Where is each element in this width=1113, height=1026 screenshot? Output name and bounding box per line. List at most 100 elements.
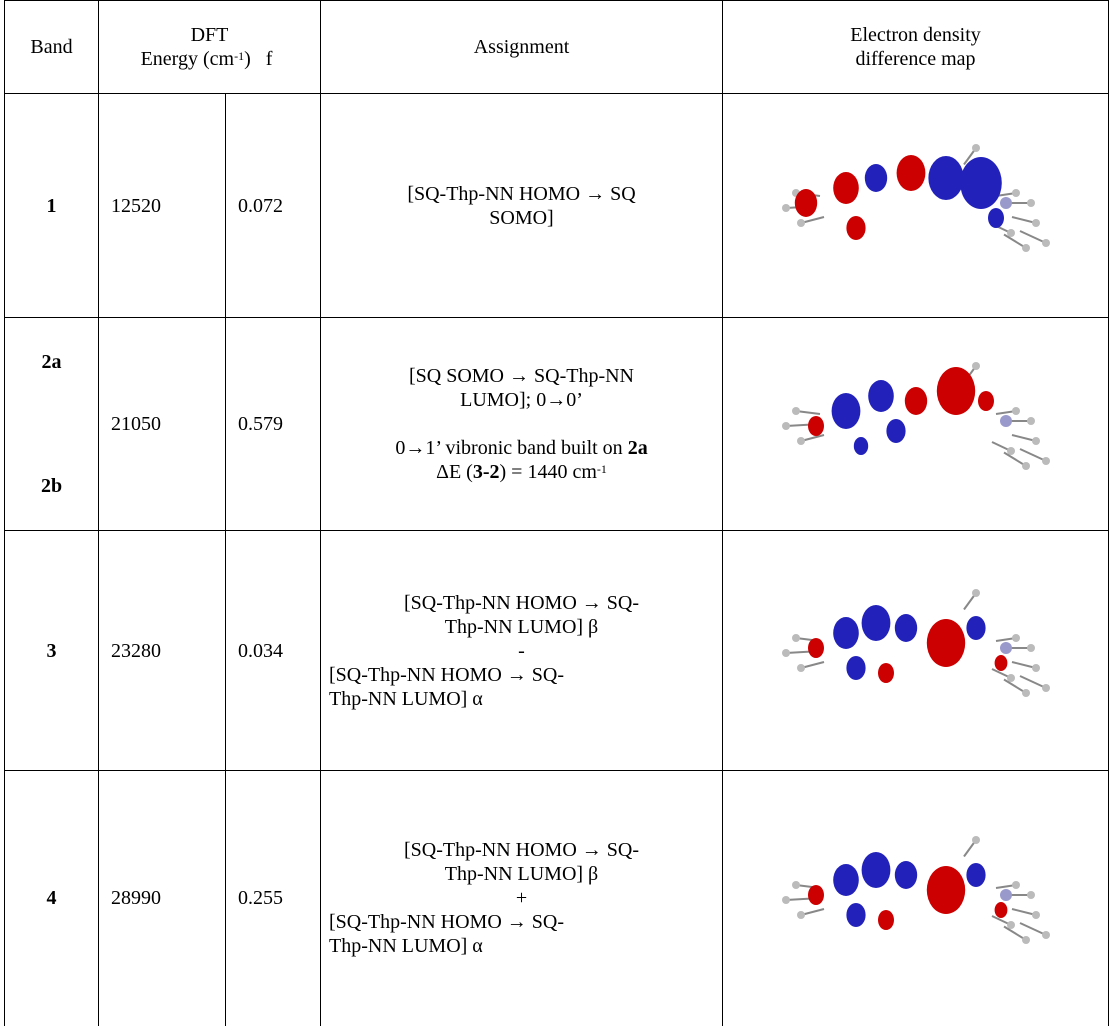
row: 3 23280 0.034 [SQ-Thp-NN HOMO → SQ- Thp-… [5, 531, 1109, 771]
band-num: 2a [5, 350, 98, 374]
line: - [321, 639, 722, 663]
line: [SQ-Thp-NN HOMO → SQ [321, 182, 722, 206]
molecule-part [886, 419, 905, 443]
molecule-image [766, 133, 1066, 273]
molecule-part [846, 216, 865, 240]
line: [SQ-Thp-NN HOMO → SQ- [321, 591, 722, 615]
header-band: Band [5, 1, 99, 94]
molecule-part [864, 164, 886, 192]
molecule-part [1022, 689, 1030, 697]
energy: 23280 [99, 531, 226, 771]
molecule-part [1032, 437, 1040, 445]
molecule-part [1042, 239, 1050, 247]
dft: DFT [99, 23, 320, 47]
molecule-part [1027, 417, 1035, 425]
line: ΔE (3-2) = 1440 cm-1 [321, 460, 722, 484]
molecule-part [797, 219, 805, 227]
molecule-part [1000, 889, 1012, 901]
molecule-part [1042, 457, 1050, 465]
molecule-part [972, 589, 980, 597]
molecule-part [1027, 199, 1035, 207]
molecule-part [928, 156, 963, 200]
molecule-part [861, 605, 890, 641]
header-row: Band DFT Energy (cm-1) f Assignment Elec… [5, 1, 1109, 94]
molecule-part [782, 896, 790, 904]
molecule-part [782, 204, 790, 212]
band: 3 [5, 531, 99, 771]
molecule-part [1020, 449, 1046, 461]
molecule-part [878, 663, 894, 683]
molecule-part [1032, 911, 1040, 919]
line: + [321, 886, 722, 910]
molecule-part [797, 911, 805, 919]
molecule-part [972, 362, 980, 370]
f: 0.579 [226, 318, 321, 531]
density-map [723, 531, 1109, 771]
molecule-part [1020, 923, 1046, 935]
molecule-part [833, 864, 859, 896]
molecule-part [1032, 664, 1040, 672]
molecule-image [766, 351, 1066, 491]
molecule-part [846, 903, 865, 927]
molecule-part [960, 157, 1002, 209]
energy-close: ) [244, 48, 251, 70]
line: Thp-NN LUMO] α [321, 687, 722, 711]
molecule-part [994, 902, 1007, 918]
line: [SQ SOMO → SQ-Thp-NN [321, 364, 722, 388]
f: 0.034 [226, 531, 321, 771]
text: ΔE ( [436, 461, 473, 483]
header-dft: DFT Energy (cm-1) f [99, 1, 321, 94]
assignment: [SQ-Thp-NN HOMO → SQ- Thp-NN LUMO] β - [… [321, 531, 723, 771]
molecule-part [894, 861, 916, 889]
molecule-part [797, 664, 805, 672]
energy: Energy (cm [141, 48, 235, 70]
molecule-part [861, 852, 890, 888]
band: 2a2b [5, 318, 99, 531]
molecule-part [966, 616, 985, 640]
molecule-part [1007, 674, 1015, 682]
density-map [723, 771, 1109, 1026]
molecule-part [1032, 219, 1040, 227]
molecule-part [1012, 189, 1020, 197]
energy: 28990 [99, 771, 226, 1026]
molecule-part [782, 422, 790, 430]
line: SOMO] [321, 206, 722, 230]
molecule-image [766, 825, 1066, 965]
molecule-part [1000, 415, 1012, 427]
density-map [723, 94, 1109, 318]
band-num: 3 [47, 640, 57, 662]
line: Thp-NN LUMO] α [321, 934, 722, 958]
molecule-part [904, 387, 926, 415]
molecule-part [972, 836, 980, 844]
molecule-part [808, 638, 824, 658]
f: 0.072 [226, 94, 321, 318]
f: f [266, 48, 273, 70]
molecule-part [782, 649, 790, 657]
molecule-image [766, 578, 1066, 718]
line: [SQ-Thp-NN HOMO → SQ- [321, 910, 722, 934]
unit-sup: -1 [234, 49, 244, 63]
molecule-part [833, 172, 859, 204]
band-num: 1 [47, 195, 57, 217]
molecule-part [1000, 197, 1012, 209]
molecule-part [1022, 936, 1030, 944]
molecule-part [1027, 644, 1035, 652]
molecule-part [926, 866, 964, 914]
molecule-part [1022, 462, 1030, 470]
energy: 12520 [99, 94, 226, 318]
molecule-part [1020, 231, 1046, 243]
line: LUMO]; 0→0’ [321, 388, 722, 412]
molecule-part [972, 144, 980, 152]
header-assignment: Assignment [321, 1, 723, 94]
assignment: [SQ-Thp-NN HOMO → SQ- Thp-NN LUMO] β + [… [321, 771, 723, 1026]
bold: 3-2 [473, 461, 500, 483]
molecule-part [1022, 244, 1030, 252]
energy: 21050 [99, 318, 226, 531]
molecule-part [926, 619, 964, 667]
f: 0.255 [226, 771, 321, 1026]
row: 4 28990 0.255 [SQ-Thp-NN HOMO → SQ- Thp-… [5, 771, 1109, 1026]
text: ) = 1440 cm [500, 461, 597, 483]
line: [SQ-Thp-NN HOMO → SQ- [321, 663, 722, 687]
